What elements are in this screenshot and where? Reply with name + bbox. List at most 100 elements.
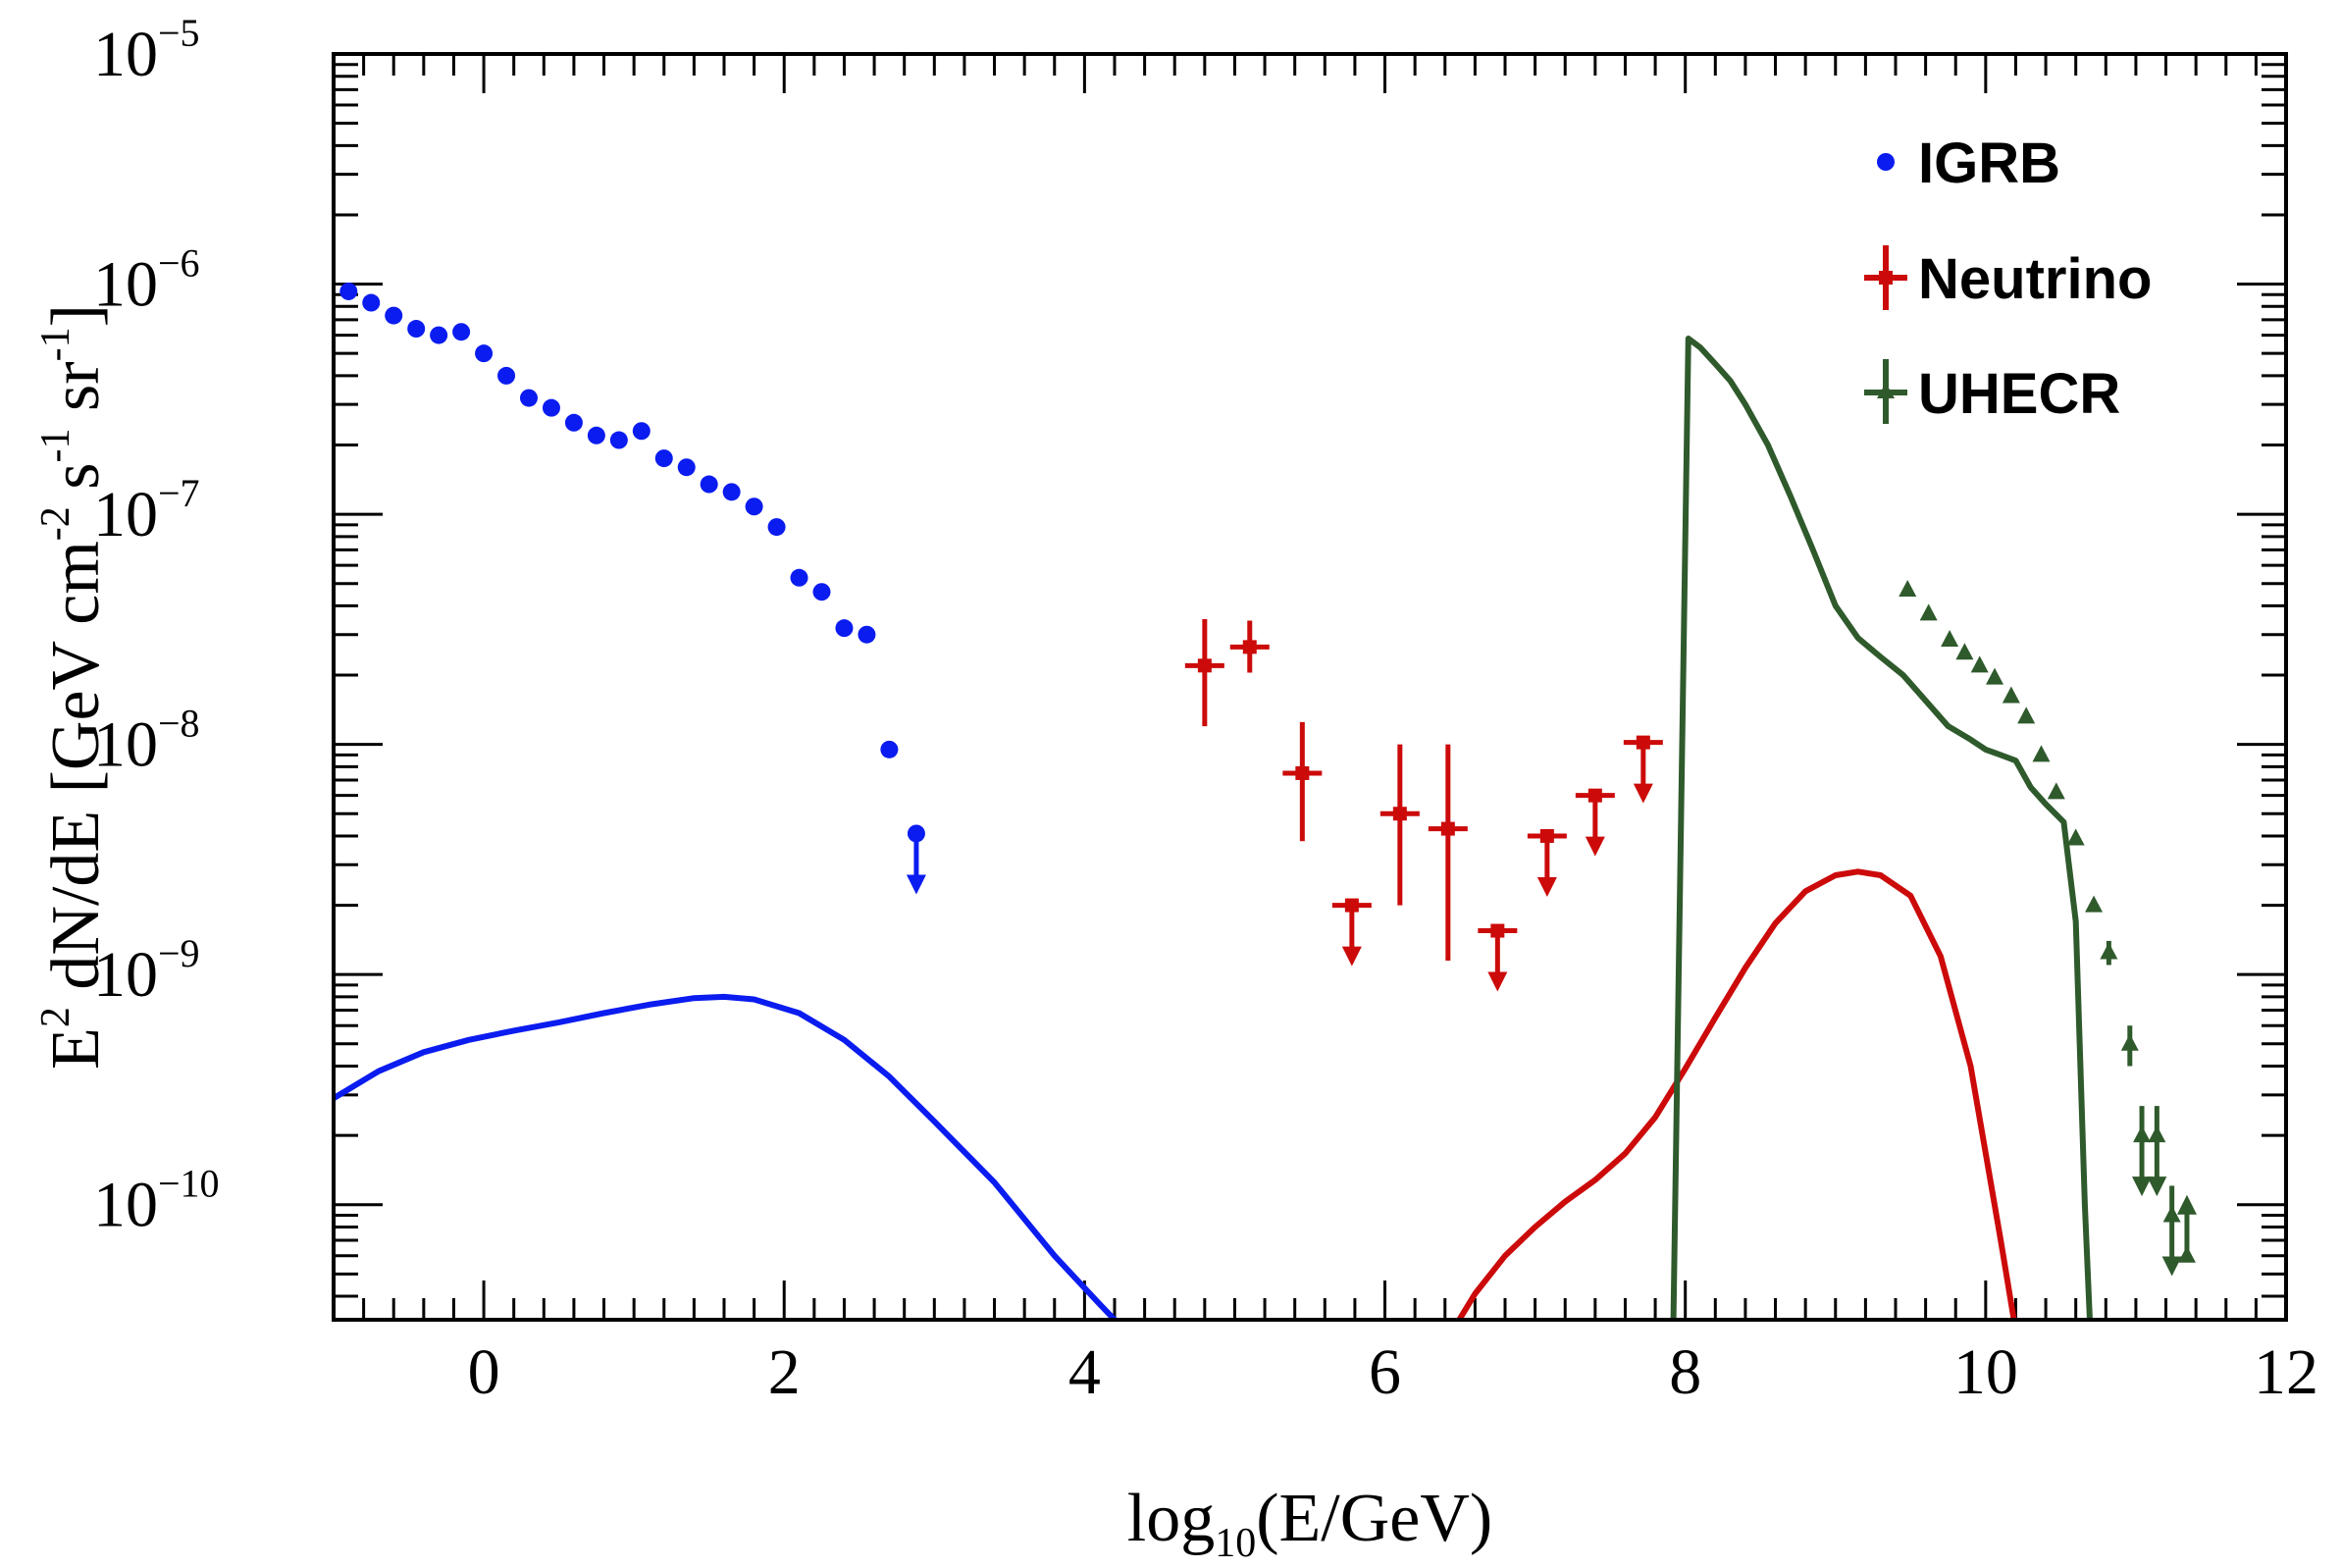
igrb-point (452, 323, 471, 341)
data-points (339, 282, 2197, 1277)
igrb-point (677, 458, 696, 477)
upper-limit-arrowhead (1487, 971, 1508, 992)
upper-limit-arrowhead (2147, 1176, 2167, 1197)
igrb-point (767, 518, 786, 537)
uhecr-point (2120, 1033, 2139, 1051)
neutrino-marker (1295, 765, 1310, 780)
igrb-point (745, 497, 763, 516)
neutrino-upper-limit (1575, 788, 1615, 857)
igrb-point (790, 568, 808, 587)
uhecr-point (2066, 828, 2085, 846)
uhecr-point (2100, 942, 2118, 960)
neutrino-upper-limit (1478, 923, 1518, 992)
igrb-point (587, 426, 605, 444)
legend-uhecr-marker (1864, 359, 1907, 424)
igrb-point (700, 475, 718, 494)
igrb-point (497, 366, 516, 385)
uhecr-model-curve (1670, 336, 2093, 1320)
igrb-point (339, 282, 358, 300)
igrb-point (858, 625, 876, 644)
y-tick-label: 10−6 (93, 241, 200, 321)
uhecr-point (1919, 603, 1938, 621)
upper-limit-arrowhead (1585, 836, 1605, 857)
neutrino-point (1428, 744, 1468, 961)
upper-limit-arrowhead (906, 874, 926, 895)
igrb-point (475, 344, 494, 363)
igrb-upper-limit (906, 833, 926, 895)
uhecr-point (2017, 706, 2036, 724)
x-axis-title: log10(E/GeV) (1127, 1481, 1492, 1566)
igrb-point (654, 449, 673, 468)
neutrino-marker (1490, 923, 1505, 938)
neutrino-marker (1344, 898, 1359, 913)
neutrino-marker (1242, 640, 1257, 654)
x-tick-labels: 0 2 4 6 8 10 12 (468, 1336, 2318, 1408)
legend-igrb-marker (1877, 153, 1895, 171)
uhecr-point (1970, 655, 1989, 673)
y-tick-label: 10−9 (93, 931, 200, 1011)
x-tick-label: 6 (1369, 1336, 1401, 1408)
neutrino-upper-limit (1623, 735, 1663, 804)
igrb-point (880, 740, 899, 758)
neutrino-marker (1636, 735, 1650, 750)
uhecr-point (2047, 782, 2065, 800)
major-ticks (334, 52, 2288, 1320)
igrb-point (632, 422, 650, 441)
uhecr-point (1899, 579, 1917, 597)
uhecr-point (2032, 745, 2051, 762)
uhecr-lower-limit (2176, 1194, 2197, 1256)
upper-limit-arrowhead (1341, 946, 1362, 967)
igrb-model-curve (334, 993, 1119, 1320)
neutrino-point (1282, 721, 1323, 842)
uhecr-upper-limit (2147, 1135, 2167, 1197)
igrb-point (385, 306, 403, 325)
igrb-point (542, 398, 560, 417)
uhecr-point (1986, 667, 2004, 685)
uhecr-point (2002, 686, 2020, 704)
legend-uhecr-label: UHECR (1918, 362, 2120, 426)
y-tick-label: 10−8 (93, 702, 200, 781)
x-tick-label: 2 (768, 1336, 801, 1408)
neutrino-point (1229, 620, 1270, 673)
neutrino-marker (1197, 658, 1212, 673)
igrb-point (520, 389, 538, 407)
x-tick-label: 0 (468, 1336, 500, 1408)
x-tick-label: 12 (2254, 1336, 2318, 1408)
neutrino-point (1184, 619, 1224, 727)
minor-ticks (332, 54, 2286, 1320)
legend-neutrino-marker (1864, 245, 1907, 310)
upper-limit-arrowhead (2161, 1256, 2182, 1277)
y-tick-label: 10−7 (93, 471, 200, 550)
upper-limit-arrowhead (1633, 783, 1653, 804)
lower-limit-arrowhead (2176, 1194, 2197, 1215)
y-tick-labels: 10−5 10−6 10−7 10−8 10−9 10−10 (93, 11, 220, 1241)
igrb-point (407, 320, 426, 339)
igrb-point (362, 293, 381, 312)
igrb-point (812, 583, 831, 601)
model-curves (334, 336, 2093, 1320)
uhecr-point (1941, 629, 1959, 647)
plot-frame (332, 52, 2288, 1322)
x-tick-label: 8 (1669, 1336, 1701, 1408)
neutrino-model-curve (1455, 868, 2017, 1320)
neutrino-upper-limit (1331, 898, 1372, 967)
neutrino-marker (1392, 807, 1407, 821)
uhecr-upper-limit (2161, 1215, 2182, 1277)
neutrino-marker (1539, 828, 1554, 843)
uhecr-upper-limit (2132, 1135, 2153, 1197)
neutrino-upper-limit (1527, 828, 1567, 897)
igrb-point (835, 619, 854, 638)
legend-neutrino-label: Neutrino (1918, 247, 2152, 311)
uhecr-point (1955, 643, 1974, 660)
neutrino-marker (1587, 788, 1602, 803)
upper-limit-arrowhead (1536, 876, 1557, 897)
y-axis-title: E2 dN/dE [GeV cm-2 s-1 sr-1] (33, 304, 114, 1070)
y-tick-label: 10−10 (93, 1162, 220, 1241)
x-tick-label: 4 (1068, 1336, 1101, 1408)
legend-igrb-label: IGRB (1918, 131, 2060, 195)
uhecr-point (2085, 895, 2104, 913)
neutrino-marker (1440, 821, 1455, 836)
igrb-point (609, 431, 628, 449)
neutrino-point (1379, 744, 1420, 906)
